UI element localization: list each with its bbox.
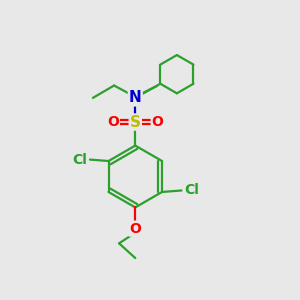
Text: N: N (129, 90, 142, 105)
Text: Cl: Cl (73, 153, 87, 166)
Text: O: O (107, 115, 119, 129)
Text: Cl: Cl (184, 184, 199, 197)
Text: O: O (152, 115, 164, 129)
Text: S: S (130, 115, 141, 130)
Text: O: O (129, 222, 141, 236)
